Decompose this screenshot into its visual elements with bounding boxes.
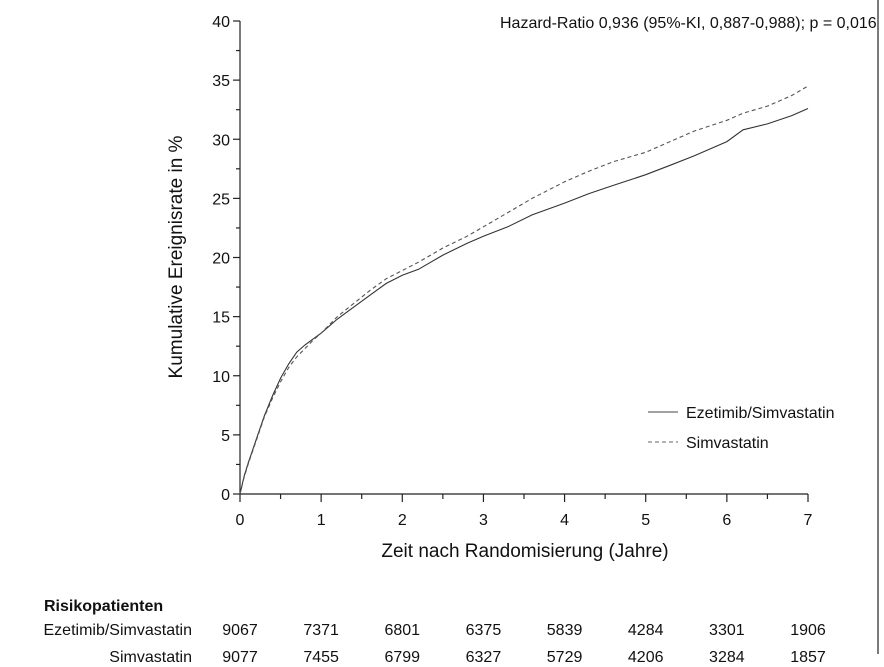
y-tick-label-20: 20 <box>212 251 230 268</box>
risk-cell: 3301 <box>709 622 745 639</box>
y-axis: 0 5 10 15 20 25 30 35 40 <box>212 14 241 504</box>
y-tick-label-35: 35 <box>212 73 230 90</box>
series-layer <box>239 85 809 495</box>
risk-cell: 5839 <box>546 622 583 639</box>
risk-cell: 4206 <box>627 649 664 666</box>
series-line-simvastatin <box>239 85 809 495</box>
risk-cell: 6799 <box>384 649 421 666</box>
y-tick-label-0: 0 <box>221 487 230 504</box>
legend-label-ezetimib-simvastatin: Ezetimib/Simvastatin <box>686 405 835 422</box>
risk-cell: 1906 <box>790 622 826 639</box>
y-tick-label-10: 10 <box>212 369 230 386</box>
risk-cell: 7455 <box>303 649 339 666</box>
risk-cell: 6327 <box>465 649 502 666</box>
y-tick-label-40: 40 <box>212 14 230 31</box>
y-tick-label-5: 5 <box>221 428 230 445</box>
hazard-ratio-annotation: Hazard-Ratio 0,936 (95%-KI, 0,887-0,988)… <box>500 15 877 32</box>
x-tick-label-7: 7 <box>804 512 813 529</box>
x-tick-label-2: 2 <box>398 512 407 529</box>
x-tick-label-3: 3 <box>479 512 488 529</box>
risk-cell: 6375 <box>465 622 502 639</box>
x-tick-label-1: 1 <box>317 512 326 529</box>
risk-row-label: Ezetimib/Simvastatin <box>43 622 193 639</box>
risk-row-label: Simvastatin <box>109 649 192 666</box>
risk-table-title: Risikopatienten <box>44 598 164 615</box>
y-tick-label-15: 15 <box>212 310 230 327</box>
legend-label-simvastatin: Simvastatin <box>686 435 769 452</box>
risk-cell: 5729 <box>546 649 583 666</box>
x-tick-label-5: 5 <box>641 512 650 529</box>
risk-cell: 3284 <box>709 649 745 666</box>
y-axis-label: Kumulative Ereignisrate in % <box>166 135 187 378</box>
x-axis: 0 1 2 3 4 5 6 7 <box>236 493 813 529</box>
risk-cell: 1857 <box>790 649 826 666</box>
risk-cell: 9067 <box>222 622 258 639</box>
series-line-ezetimib-simvastatin <box>239 107 809 495</box>
y-tick-label-30: 30 <box>212 132 230 149</box>
legend: Ezetimib/Simvastatin Simvastatin <box>648 405 835 452</box>
y-tick-label-25: 25 <box>212 191 230 208</box>
risk-cell: 7371 <box>303 622 339 639</box>
x-axis-label: Zeit nach Randomisierung (Jahre) <box>381 541 668 562</box>
risk-cell: 9077 <box>222 649 258 666</box>
risk-cell: 6801 <box>384 622 421 639</box>
risk-cell: 4284 <box>627 622 664 639</box>
x-tick-label-4: 4 <box>560 512 569 529</box>
x-tick-label-0: 0 <box>236 512 245 529</box>
x-tick-label-6: 6 <box>722 512 731 529</box>
